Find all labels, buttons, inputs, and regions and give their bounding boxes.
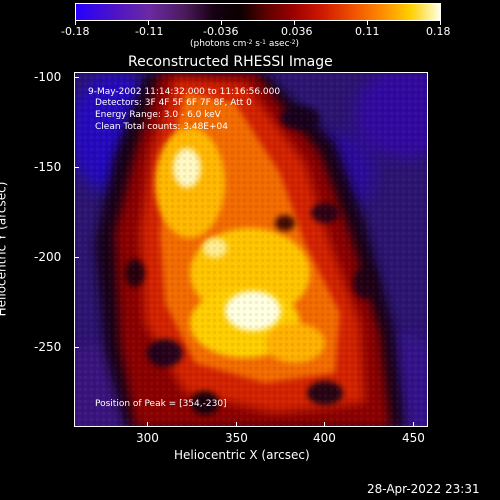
y-axis-tick: [74, 77, 79, 78]
colorbar-tick: [221, 20, 222, 25]
footer-timestamp: 28-Apr-2022 23:31: [367, 482, 480, 496]
plot-title: Reconstructed RHESSI Image: [128, 54, 333, 70]
x-axis-tick: [413, 422, 414, 427]
colorbar-tick: [294, 20, 295, 25]
x-tick-label: 400: [313, 431, 336, 445]
plot-area: 9-May-2002 11:14:32.000 to 11:16:56.000 …: [74, 72, 428, 427]
colorbar-tick: [440, 20, 441, 25]
y-axis-title: Heliocentric Y (arcsec): [0, 181, 9, 317]
x-tick-label: 450: [402, 431, 425, 445]
colorbar-tick-label: 0.11: [355, 25, 380, 38]
y-tick-label: -100: [34, 70, 62, 84]
colorbar-tick-label: 0.036: [281, 25, 313, 38]
y-tick-label: -200: [34, 250, 62, 264]
solar-image: [75, 73, 427, 426]
peak-position-text: Position of Peak = [354,-230]: [95, 399, 227, 409]
y-axis-tick: [74, 257, 79, 258]
colorbar-gradient: [76, 4, 440, 20]
y-tick-label: -250: [34, 340, 62, 354]
annotation-time-range: 9-May-2002 11:14:32.000 to 11:16:56.000: [88, 87, 281, 97]
annotation-energy-range: Energy Range: 3.0 - 6.0 keV: [95, 110, 221, 120]
y-tick-label: -150: [34, 160, 62, 174]
x-axis-tick: [236, 422, 237, 427]
x-axis-tick: [324, 422, 325, 427]
colorbar-tick-label: -0.036: [203, 25, 239, 38]
annotation-detectors: Detectors: 3F 4F 5F 6F 7F 8F, Att 0: [95, 98, 252, 108]
annotation-clean-counts: Clean Total counts: 3.48E+04: [95, 122, 228, 132]
colorbar-tick-label: -0.11: [135, 25, 164, 38]
x-axis-tick: [147, 422, 148, 427]
x-tick-label: 300: [136, 431, 159, 445]
colorbar-tick-label: -0.18: [61, 25, 90, 38]
colorbar-tick-label: 0.18: [426, 25, 451, 38]
colorbar: [75, 3, 441, 21]
y-axis-tick: [74, 167, 79, 168]
x-tick-label: 350: [225, 431, 248, 445]
colorbar-tick: [148, 20, 149, 25]
colorbar-units: (photons cm-2 s-1 asec-2): [190, 39, 300, 49]
x-axis-title: Heliocentric X (arcsec): [174, 448, 310, 462]
colorbar-tick: [367, 20, 368, 25]
y-axis-tick: [74, 347, 79, 348]
colorbar-tick: [75, 20, 76, 25]
